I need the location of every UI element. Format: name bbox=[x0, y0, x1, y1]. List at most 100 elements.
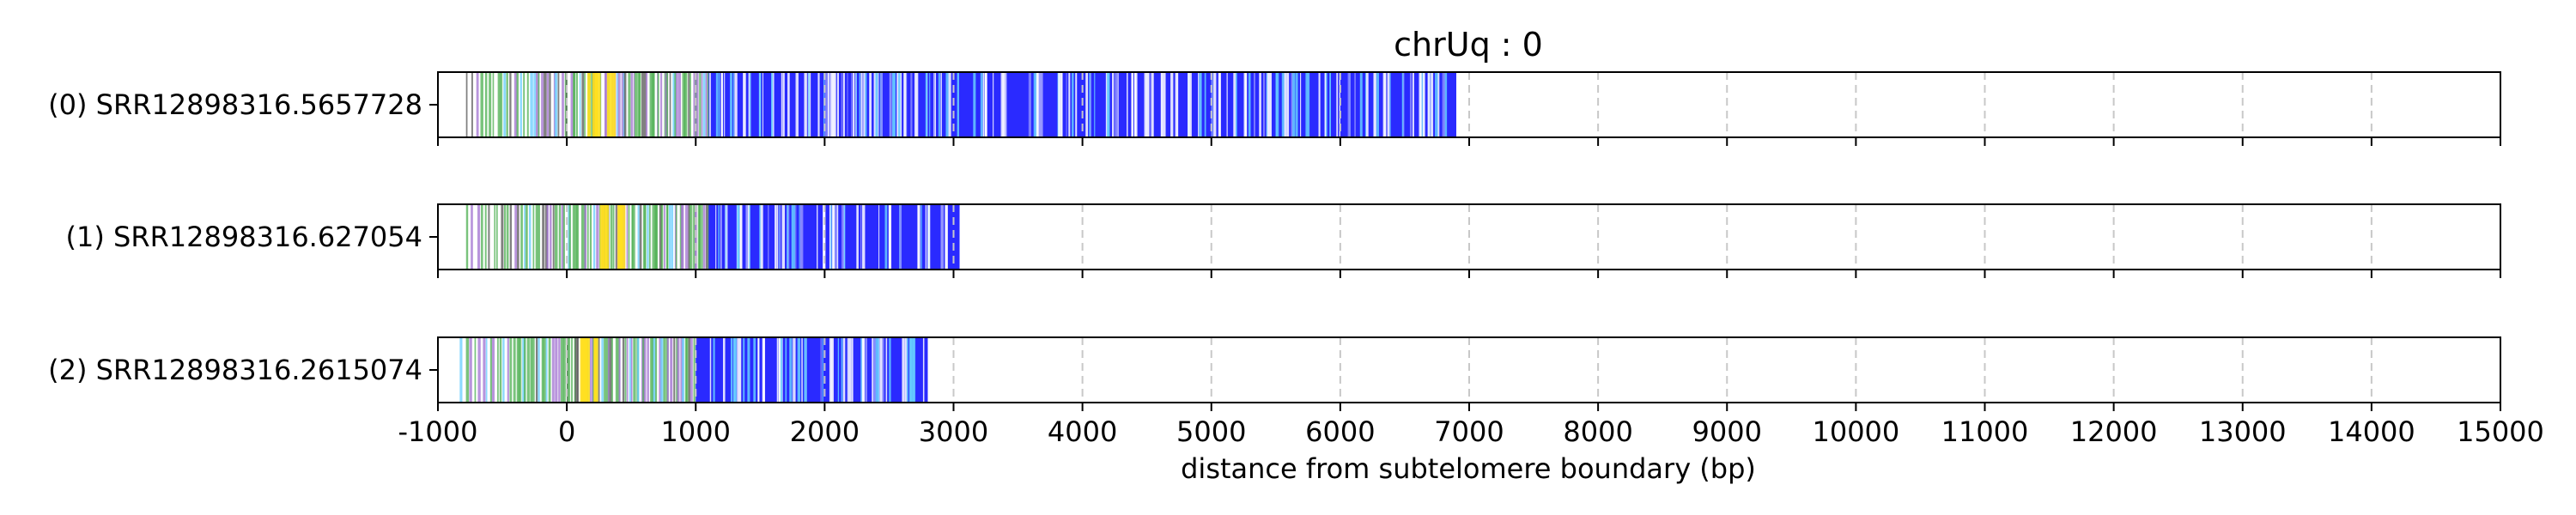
sparse-mark bbox=[693, 72, 696, 137]
sparse-mark bbox=[552, 204, 555, 270]
variant-mark bbox=[709, 337, 712, 403]
sparse-mark bbox=[596, 204, 599, 270]
variant-mark bbox=[984, 72, 987, 137]
variant-mark bbox=[861, 72, 863, 137]
sparse-mark bbox=[642, 337, 645, 403]
variant-mark bbox=[959, 204, 961, 270]
sparse-mark bbox=[488, 204, 490, 270]
variant-mark bbox=[957, 72, 959, 137]
x-tick-label: -1000 bbox=[398, 415, 478, 448]
sparse-mark bbox=[582, 204, 586, 270]
variant-mark bbox=[1085, 72, 1089, 137]
variant-mark bbox=[1218, 72, 1221, 137]
variant-mark bbox=[1443, 72, 1448, 137]
sparse-mark bbox=[497, 72, 501, 137]
sparse-mark bbox=[568, 204, 571, 270]
variant-mark bbox=[872, 337, 876, 403]
variant-mark bbox=[760, 204, 763, 270]
variant-mark bbox=[753, 337, 756, 403]
variant-mark bbox=[1365, 72, 1369, 137]
sparse-mark bbox=[644, 72, 647, 137]
variant-mark bbox=[1204, 72, 1206, 137]
variant-mark bbox=[791, 204, 793, 270]
sparse-mark bbox=[685, 337, 689, 403]
sparse-mark bbox=[477, 337, 481, 403]
sparse-mark bbox=[630, 72, 633, 137]
variant-mark bbox=[787, 72, 789, 137]
variant-mark bbox=[872, 337, 874, 403]
sparse-mark bbox=[660, 72, 663, 137]
variant-mark bbox=[720, 204, 722, 270]
sparse-mark bbox=[690, 204, 693, 270]
sparse-mark bbox=[628, 72, 631, 137]
variant-mark bbox=[1115, 72, 1119, 137]
sparse-mark bbox=[485, 337, 488, 403]
sparse-mark bbox=[682, 204, 684, 270]
variant-mark bbox=[831, 337, 834, 403]
variant-mark bbox=[1089, 72, 1091, 137]
sparse-mark bbox=[500, 72, 503, 137]
sparse-mark bbox=[538, 72, 540, 137]
sparse-mark bbox=[630, 337, 633, 403]
sparse-mark bbox=[706, 204, 709, 270]
yellow-mark bbox=[593, 337, 598, 403]
variant-mark bbox=[799, 337, 801, 403]
variant-mark bbox=[748, 337, 750, 403]
sparse-mark bbox=[519, 72, 522, 137]
variant-mark bbox=[1422, 72, 1425, 137]
variant-mark bbox=[1389, 72, 1391, 137]
sparse-mark bbox=[499, 337, 502, 403]
sparse-mark bbox=[480, 72, 483, 137]
sparse-mark bbox=[652, 204, 655, 270]
variant-mark bbox=[934, 72, 937, 137]
sparse-mark bbox=[524, 204, 526, 270]
variant-mark bbox=[1226, 72, 1228, 137]
sparse-mark bbox=[621, 72, 625, 137]
variant-mark bbox=[1144, 72, 1147, 137]
variant-mark bbox=[940, 72, 942, 137]
variant-mark bbox=[853, 72, 855, 137]
variant-mark bbox=[843, 204, 846, 270]
sparse-mark bbox=[523, 72, 526, 137]
variant-mark bbox=[1127, 72, 1128, 137]
variant-mark bbox=[718, 72, 720, 137]
variant-mark bbox=[925, 72, 928, 137]
variant-mark bbox=[835, 204, 837, 270]
x-tick-label: 14000 bbox=[2328, 415, 2415, 448]
variant-mark bbox=[1000, 72, 1002, 137]
sparse-mark bbox=[668, 204, 671, 270]
sparse-mark bbox=[688, 72, 690, 137]
variant-mark bbox=[877, 72, 879, 137]
variant-mark bbox=[829, 337, 832, 403]
variant-mark bbox=[1163, 72, 1166, 137]
sparse-mark bbox=[629, 337, 632, 403]
sparse-mark bbox=[669, 72, 671, 137]
variant-mark bbox=[1318, 72, 1321, 137]
sparse-mark bbox=[465, 337, 470, 403]
sparse-mark bbox=[670, 337, 671, 403]
variant-mark bbox=[836, 204, 839, 270]
sparse-mark bbox=[634, 204, 635, 270]
variant-mark bbox=[713, 337, 715, 403]
sparse-mark bbox=[626, 337, 629, 403]
variant-mark bbox=[1068, 72, 1071, 137]
sparse-mark bbox=[702, 204, 706, 270]
variant-mark bbox=[1305, 72, 1308, 137]
sparse-mark bbox=[574, 337, 578, 403]
variant-mark bbox=[745, 204, 749, 270]
read-label: (2) SRR12898316.2615074 bbox=[48, 354, 422, 386]
variant-mark bbox=[795, 72, 797, 137]
sparse-mark bbox=[562, 337, 566, 403]
variant-mark bbox=[866, 337, 867, 403]
variant-mark bbox=[738, 204, 740, 270]
variant-mark bbox=[743, 72, 744, 137]
variant-mark bbox=[945, 72, 949, 137]
sparse-mark bbox=[606, 337, 609, 403]
variant-mark bbox=[778, 337, 781, 403]
sparse-mark bbox=[459, 337, 463, 403]
variant-mark bbox=[785, 337, 787, 403]
sparse-mark bbox=[660, 337, 664, 403]
sparse-mark bbox=[643, 337, 647, 403]
variant-mark bbox=[1033, 72, 1037, 137]
sparse-mark bbox=[607, 337, 610, 403]
